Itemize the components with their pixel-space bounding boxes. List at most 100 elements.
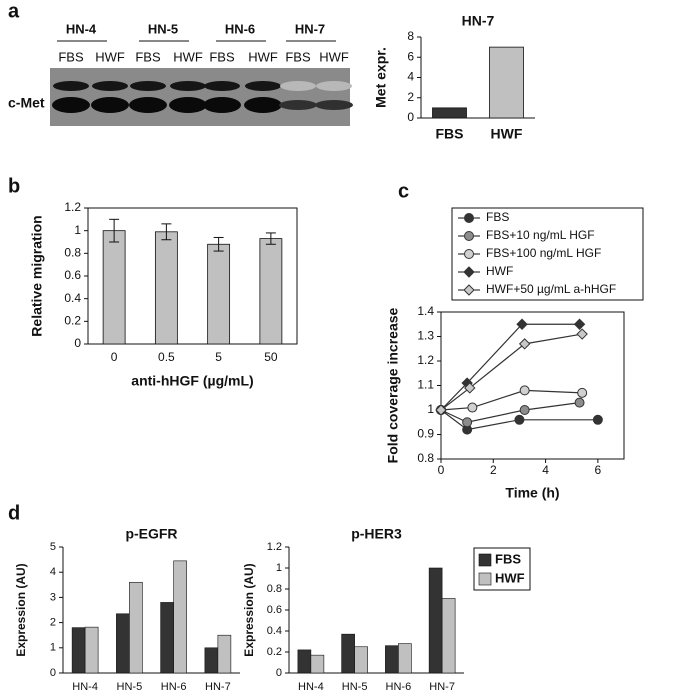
band bbox=[279, 100, 317, 110]
y-tick-label: 0.8 bbox=[267, 583, 282, 595]
line bbox=[440, 402, 580, 423]
y-tick-label: 1 bbox=[276, 562, 282, 574]
y-tick-label: 1.2 bbox=[64, 200, 81, 214]
band-label: c-Met bbox=[8, 95, 45, 111]
legend-marker bbox=[464, 213, 474, 223]
line bbox=[440, 409, 598, 431]
x-tick-label: 5 bbox=[215, 350, 222, 364]
y-tick-label: 3 bbox=[50, 591, 56, 603]
x-tick-label: HWF bbox=[491, 126, 523, 142]
y-tick-label: 0.6 bbox=[267, 604, 282, 616]
x-tick-label: HN-4 bbox=[298, 681, 324, 693]
marker bbox=[462, 417, 473, 428]
band bbox=[280, 81, 316, 91]
y-axis-label: Relative migration bbox=[29, 215, 45, 336]
legend-label: FBS bbox=[495, 551, 521, 566]
legend-label: HWF bbox=[486, 264, 513, 278]
x-tick-label: HN-6 bbox=[386, 681, 412, 693]
group-label: HN-4 bbox=[66, 21, 97, 36]
x-tick-label: HN-7 bbox=[205, 681, 231, 693]
y-tick-label: 0.8 bbox=[417, 451, 434, 465]
panel-label: c bbox=[398, 180, 409, 202]
bar bbox=[102, 230, 126, 345]
legend-box bbox=[451, 207, 644, 301]
bar bbox=[204, 647, 219, 674]
bar bbox=[71, 627, 86, 674]
band bbox=[169, 97, 207, 113]
legend-marker bbox=[464, 249, 474, 259]
panel-label: d bbox=[8, 502, 20, 524]
bar bbox=[354, 646, 368, 674]
y-tick-label: 6 bbox=[407, 49, 414, 63]
y-tick-label: 1.1 bbox=[417, 378, 434, 392]
bar bbox=[217, 634, 232, 674]
x-tick-label: 0 bbox=[111, 350, 118, 364]
bar bbox=[297, 649, 312, 674]
y-tick-label: 2 bbox=[50, 617, 56, 629]
y-tick-label: 1.3 bbox=[417, 329, 434, 343]
group-label: HN-6 bbox=[225, 21, 255, 36]
band bbox=[53, 81, 89, 91]
x-tick-label: FBS bbox=[436, 126, 464, 142]
band bbox=[91, 97, 129, 113]
legend-label: FBS bbox=[486, 210, 509, 224]
x-tick-label: 0 bbox=[438, 463, 445, 477]
y-axis-label: Expression (AU) bbox=[14, 563, 28, 656]
y-tick-label: 5 bbox=[50, 541, 56, 553]
y-tick-label: 1.4 bbox=[417, 304, 434, 318]
y-tick-label: 0 bbox=[50, 667, 56, 679]
error-bar bbox=[265, 232, 276, 245]
legend-marker bbox=[464, 231, 474, 241]
lane-label: FBS bbox=[285, 49, 311, 64]
blot: c-Met bbox=[8, 68, 350, 126]
bar bbox=[259, 238, 283, 345]
bar bbox=[129, 581, 143, 674]
y-tick-label: 0.2 bbox=[64, 314, 81, 328]
band bbox=[130, 81, 166, 91]
group-label: HN-7 bbox=[295, 21, 325, 36]
x-tick-label: HN-4 bbox=[72, 681, 98, 693]
bar bbox=[385, 645, 399, 674]
band bbox=[203, 97, 241, 113]
error-bar bbox=[109, 218, 120, 243]
x-tick-label: 0.5 bbox=[158, 350, 175, 364]
marker bbox=[467, 402, 478, 413]
band bbox=[245, 81, 281, 91]
lane-label: HWF bbox=[95, 49, 125, 64]
y-tick-label: 0.2 bbox=[267, 646, 282, 658]
marker bbox=[573, 318, 586, 330]
y-tick-label: 0.4 bbox=[64, 291, 81, 305]
line bbox=[440, 323, 580, 411]
bar bbox=[432, 107, 467, 119]
x-tick-label: 6 bbox=[595, 463, 602, 477]
y-tick-label: 2 bbox=[407, 90, 414, 104]
marker bbox=[514, 414, 525, 425]
marker bbox=[519, 385, 530, 396]
lane-label: HWF bbox=[248, 49, 278, 64]
y-axis-label: Expression (AU) bbox=[242, 563, 256, 656]
y-tick-label: 1 bbox=[74, 223, 81, 237]
y-tick-label: 0.4 bbox=[267, 625, 282, 637]
error-bar bbox=[213, 236, 224, 252]
lane-label: FBS bbox=[58, 49, 84, 64]
legend-label: HWF bbox=[495, 570, 525, 585]
y-tick-label: 1.2 bbox=[267, 541, 282, 553]
bar bbox=[116, 613, 130, 674]
lane-label: FBS bbox=[135, 49, 161, 64]
bar bbox=[428, 567, 443, 674]
band bbox=[92, 81, 128, 91]
bar bbox=[310, 654, 325, 674]
x-tick-label: 2 bbox=[490, 463, 497, 477]
chart-title: p-EGFR bbox=[125, 526, 177, 542]
marker bbox=[516, 318, 528, 330]
lane-label: HWF bbox=[173, 49, 203, 64]
marker bbox=[592, 414, 603, 425]
line bbox=[440, 389, 583, 411]
legend-label: HWF+50 µg/mL a-hHGF bbox=[486, 282, 616, 296]
bar bbox=[154, 231, 178, 345]
band bbox=[129, 97, 167, 113]
legend-label: FBS+10 ng/mL HGF bbox=[486, 228, 595, 242]
bar bbox=[489, 46, 524, 119]
legend-marker bbox=[463, 284, 475, 296]
